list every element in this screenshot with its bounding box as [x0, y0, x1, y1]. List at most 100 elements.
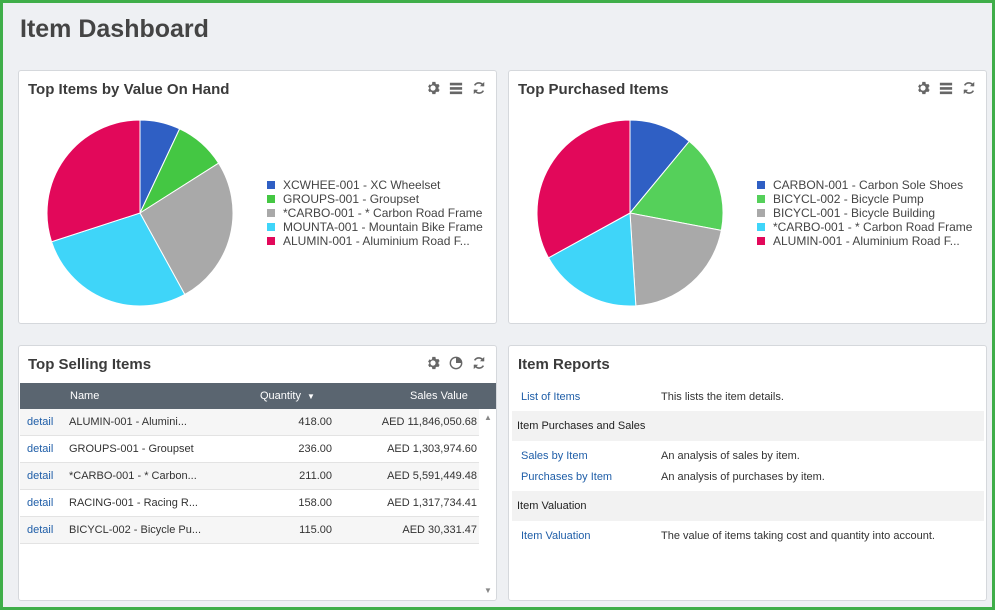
sales-by-item-link[interactable]: Sales by Item: [521, 450, 588, 462]
value-on-hand-title: Top Items by Value On Hand: [28, 81, 230, 98]
top-purchased-panel: Top Purchased Items CARBON-001 - Carbon …: [508, 70, 987, 324]
pie-slice[interactable]: [629, 212, 722, 307]
legend-item[interactable]: XCWHEE-001 - XC Wheelset: [267, 178, 483, 192]
legend-item[interactable]: CARBON-001 - Carbon Sole Shoes: [757, 178, 972, 192]
value-on-hand-panel: Top Items by Value On Hand XCWHEE-001 - …: [18, 70, 497, 324]
detail-link[interactable]: detail: [27, 497, 54, 509]
table-row: detail RACING-001 - Racing R... 158.00 AED …: [20, 490, 479, 517]
table-scrollbar[interactable]: ▲ ▼: [481, 409, 495, 599]
pie-slice[interactable]: [547, 212, 637, 307]
detail-link[interactable]: detail: [27, 416, 54, 428]
sales-value-cell: AED 1,317,734.41: [387, 497, 477, 509]
sales-by-item-desc: An analysis of sales by item.: [661, 450, 800, 462]
sales-value-cell: AED 30,331.47: [402, 524, 477, 536]
legend-label: *CARBO-001 - * Carbon Road Frame: [283, 206, 483, 220]
legend-swatch: [757, 181, 765, 189]
item-reports-panel: Item Reports List of Items This lists th…: [508, 345, 987, 601]
refresh-icon[interactable]: [472, 81, 486, 95]
legend-swatch: [267, 181, 275, 189]
top-purchased-pie-chart: [536, 119, 724, 307]
table-body: detail ALUMIN-001 - Alumini... 418.00 AED 1…: [20, 409, 479, 544]
top-purchased-legend: CARBON-001 - Carbon Sole Shoes BICYCL-002…: [757, 178, 972, 248]
list-icon[interactable]: [939, 81, 953, 95]
column-quantity-header[interactable]: Quantity ▼: [260, 390, 315, 402]
legend-item[interactable]: ALUMIN-001 - Aluminium Road F...: [757, 234, 972, 248]
purchases-sales-section-label: Item Purchases and Sales: [517, 420, 646, 432]
legend-item[interactable]: ALUMIN-001 - Aluminium Road F...: [267, 234, 483, 248]
column-sales-value-header[interactable]: Sales Value: [410, 390, 468, 402]
table-header: Name Quantity ▼ Sales Value: [20, 383, 496, 409]
item-valuation-desc: The value of items taking cost and quant…: [661, 530, 935, 542]
pie-slice[interactable]: [139, 162, 234, 296]
legend-label: BICYCL-001 - Bicycle Building: [773, 206, 936, 220]
legend-item[interactable]: MOUNTA-001 - Mountain Bike Frame: [267, 220, 483, 234]
scroll-down-icon[interactable]: ▼: [484, 586, 492, 595]
pie-slice[interactable]: [536, 119, 631, 259]
legend-item[interactable]: *CARBO-001 - * Carbon Road Frame: [757, 220, 972, 234]
legend-label: *CARBO-001 - * Carbon Road Frame: [773, 220, 973, 234]
legend-label: ALUMIN-001 - Aluminium Road F...: [283, 234, 470, 248]
quantity-cell: 115.00: [299, 524, 332, 536]
legend-label: MOUNTA-001 - Mountain Bike Frame: [283, 220, 483, 234]
purchases-by-item-link[interactable]: Purchases by Item: [521, 471, 613, 483]
top-selling-panel: Top Selling Items Name Quantity ▼ Sales …: [18, 345, 497, 601]
legend-label: BICYCL-002 - Bicycle Pump: [773, 192, 924, 206]
legend-swatch: [267, 237, 275, 245]
quantity-cell: 236.00: [298, 443, 332, 455]
legend-item[interactable]: BICYCL-002 - Bicycle Pump: [757, 192, 972, 206]
pie-slice[interactable]: [50, 212, 186, 307]
legend-item[interactable]: GROUPS-001 - Groupset: [267, 192, 483, 206]
legend-label: ALUMIN-001 - Aluminium Road F...: [773, 234, 960, 248]
item-name-cell: GROUPS-001 - Groupset: [69, 443, 194, 455]
refresh-icon[interactable]: [962, 81, 976, 95]
quantity-cell: 418.00: [298, 416, 332, 428]
legend-swatch: [757, 195, 765, 203]
value-on-hand-tools: [426, 81, 486, 95]
table-row: detail GROUPS-001 - Groupset 236.00 AED 1,3…: [20, 436, 479, 463]
table-row: detail ALUMIN-001 - Alumini... 418.00 AED 1…: [20, 409, 479, 436]
page-title: Item Dashboard: [20, 15, 209, 43]
detail-link[interactable]: detail: [27, 470, 54, 482]
sales-value-cell: AED 11,846,050.68: [381, 416, 477, 428]
column-name-header[interactable]: Name: [70, 390, 100, 402]
sales-value-cell: AED 1,303,974.60: [387, 443, 477, 455]
top-purchased-tools: [916, 81, 976, 95]
item-reports-title: Item Reports: [518, 356, 610, 373]
pie-chart-icon[interactable]: [449, 356, 463, 370]
refresh-icon[interactable]: [472, 356, 486, 370]
value-on-hand-legend: XCWHEE-001 - XC Wheelset GROUPS-001 - Gro…: [267, 178, 483, 248]
sales-value-cell: AED 5,591,449.48: [387, 470, 477, 482]
item-name-cell: ALUMIN-001 - Alumini...: [69, 416, 187, 428]
quantity-cell: 158.00: [298, 497, 332, 509]
list-of-items-link[interactable]: List of Items: [521, 391, 581, 403]
legend-item[interactable]: BICYCL-001 - Bicycle Building: [757, 206, 972, 220]
pie-slice[interactable]: [46, 119, 141, 243]
sort-down-icon: ▼: [307, 392, 315, 401]
detail-link[interactable]: detail: [27, 443, 54, 455]
quantity-cell: 211.00: [299, 470, 332, 482]
legend-label: XCWHEE-001 - XC Wheelset: [283, 178, 441, 192]
gear-icon[interactable]: [916, 81, 930, 95]
item-name-cell: RACING-001 - Racing R...: [69, 497, 198, 509]
legend-label: CARBON-001 - Carbon Sole Shoes: [773, 178, 964, 192]
gear-icon[interactable]: [426, 81, 440, 95]
top-selling-title: Top Selling Items: [28, 356, 152, 373]
gear-icon[interactable]: [426, 356, 440, 370]
detail-link[interactable]: detail: [27, 524, 54, 536]
legend-item[interactable]: *CARBO-001 - * Carbon Road Frame: [267, 206, 483, 220]
scroll-up-icon[interactable]: ▲: [484, 413, 492, 422]
purchases-sales-section: Item Purchases and Sales: [512, 411, 984, 441]
valuation-section-label: Item Valuation: [517, 500, 587, 512]
column-quantity-label: Quantity: [260, 390, 301, 402]
pie-slice[interactable]: [629, 140, 724, 232]
item-name-cell: BICYCL-002 - Bicycle Pu...: [69, 524, 202, 536]
item-valuation-link[interactable]: Item Valuation: [521, 530, 591, 542]
table-row: detail BICYCL-002 - Bicycle Pu... 115.00 AE…: [20, 517, 479, 544]
legend-swatch: [757, 209, 765, 217]
top-selling-tools: [426, 356, 486, 370]
legend-swatch: [757, 223, 765, 231]
legend-swatch: [267, 195, 275, 203]
list-icon[interactable]: [449, 81, 463, 95]
table-row: detail *CARBO-001 - * Carbon... 211.00 AED …: [20, 463, 479, 490]
